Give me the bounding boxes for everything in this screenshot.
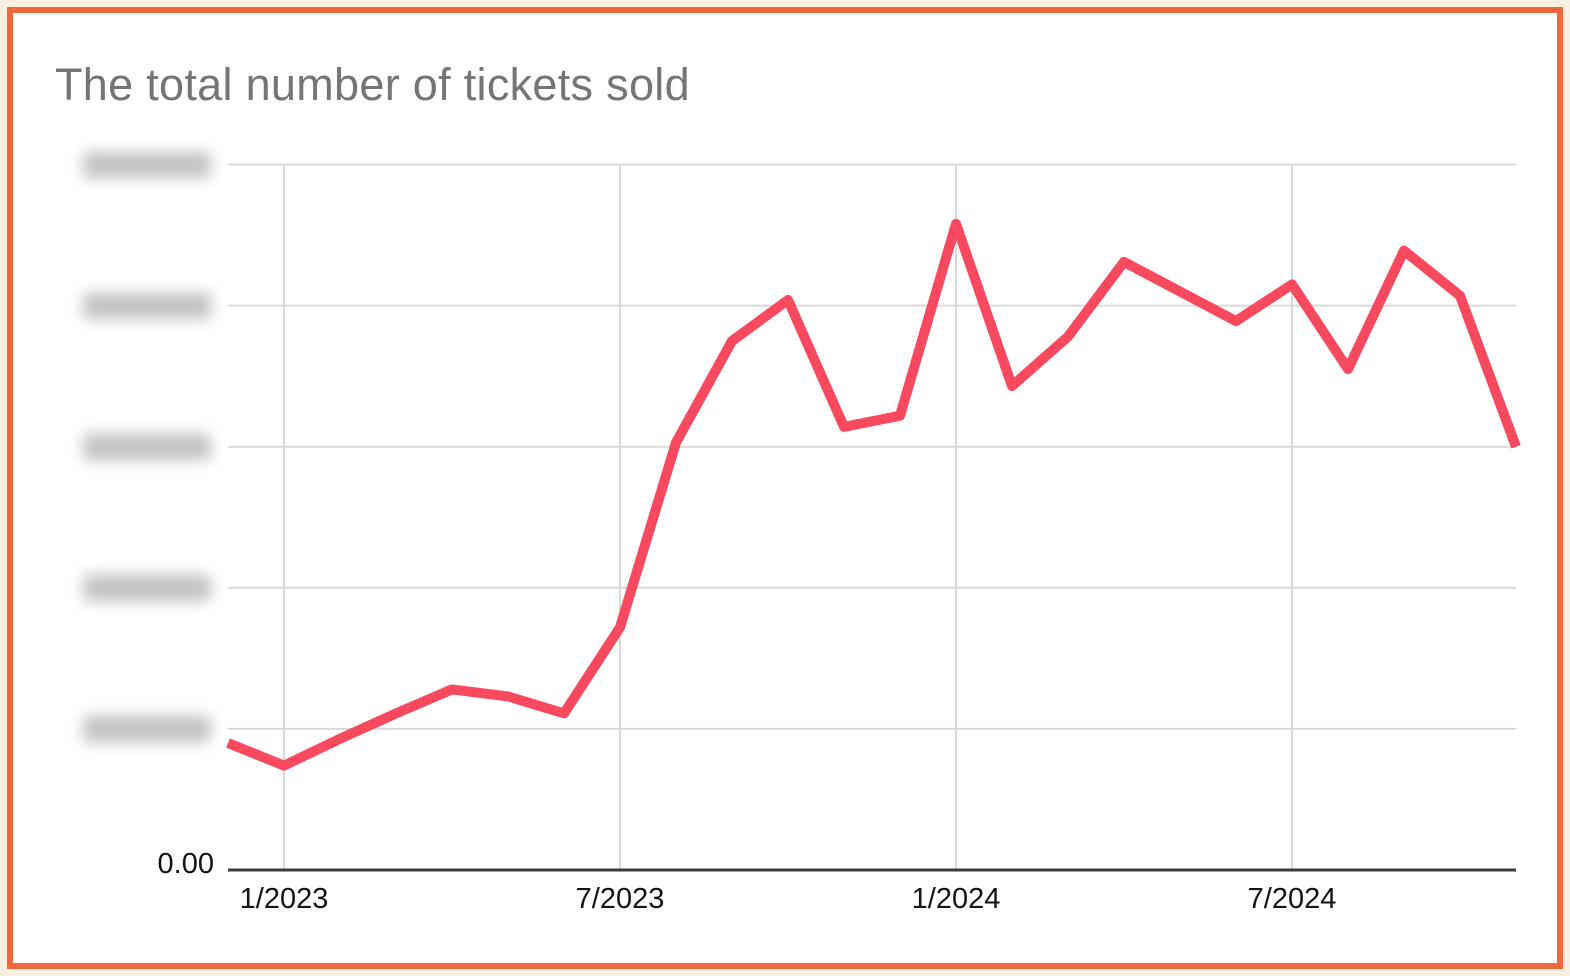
y-tick-label-redacted xyxy=(83,151,211,178)
y-tick-label: 0.00 xyxy=(157,848,214,880)
series-line-tickets-sold xyxy=(226,218,1521,771)
y-tick-label-redacted xyxy=(83,715,211,743)
x-tick-label: 1/2024 xyxy=(911,883,1001,915)
x-tick-label: 7/2024 xyxy=(1247,883,1337,915)
y-tick-label-redacted xyxy=(83,433,211,461)
x-tick-label: 7/2023 xyxy=(575,883,665,915)
chart-title: The total number of tickets sold xyxy=(55,59,690,110)
y-tick-label-redacted xyxy=(83,574,211,602)
chart-card xyxy=(7,7,1563,969)
x-tick-label: 1/2023 xyxy=(239,883,329,915)
y-tick-label-redacted xyxy=(83,292,211,320)
